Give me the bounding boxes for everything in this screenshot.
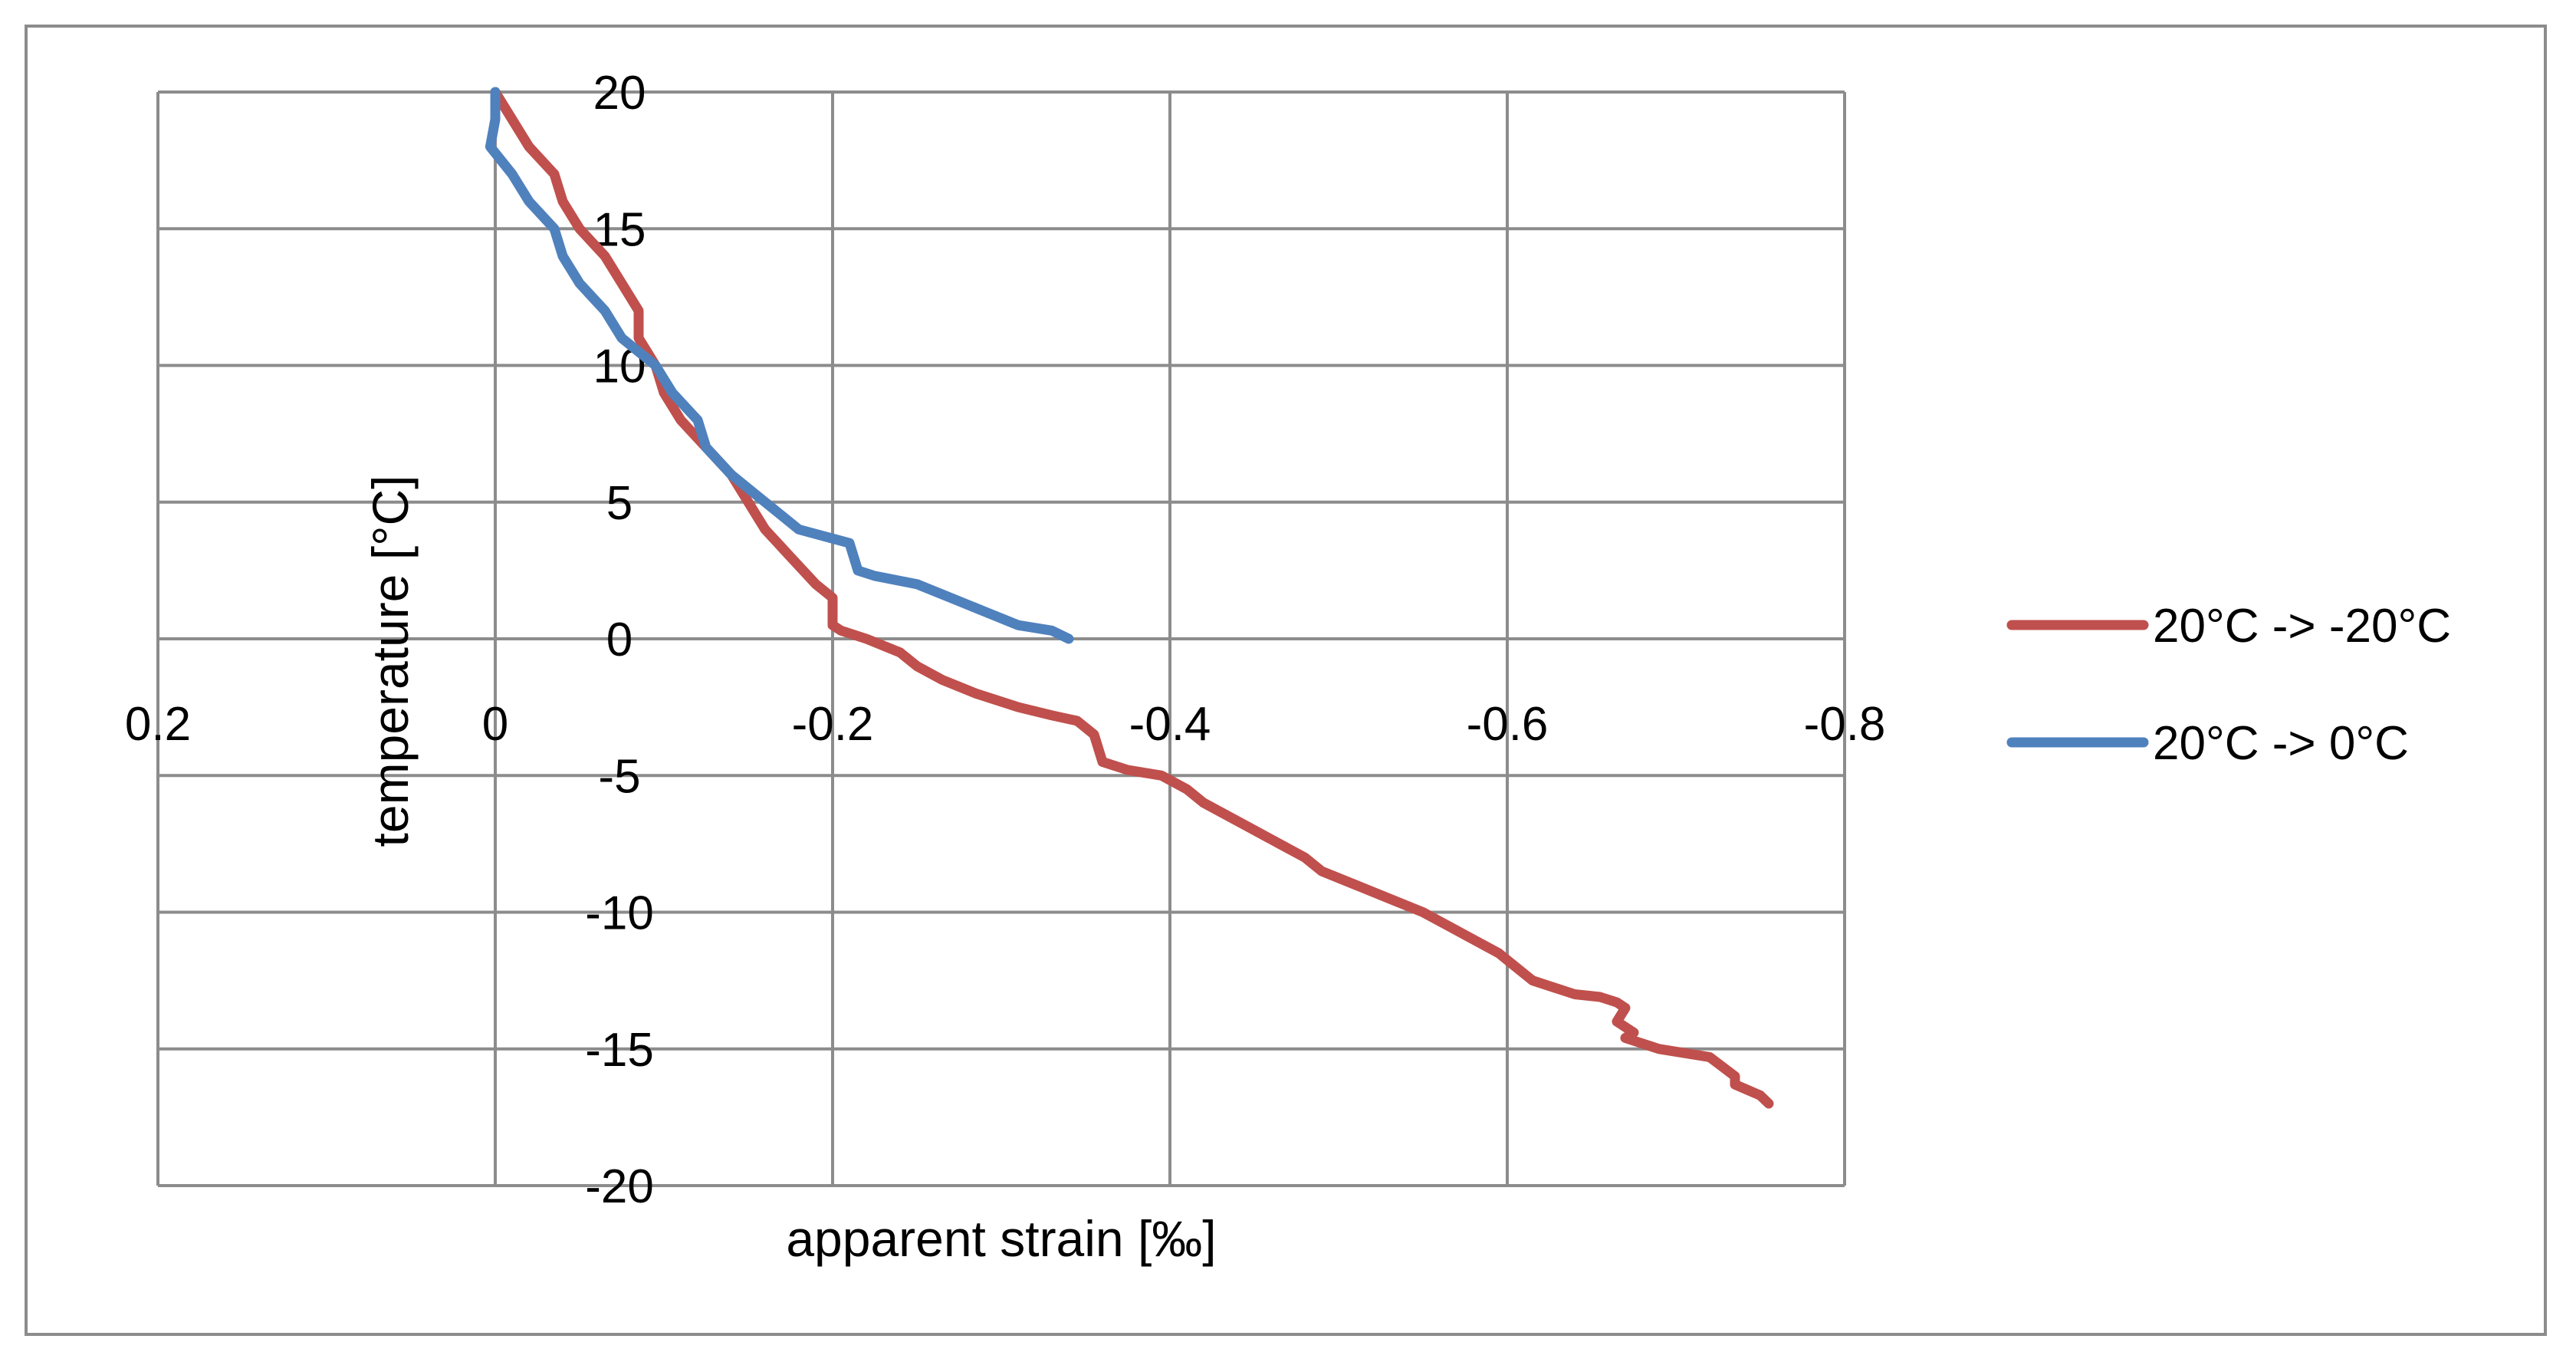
y-tick-label: 5 (606, 477, 632, 530)
x-tick-label: -0.6 (1467, 698, 1549, 751)
legend-label: 20°C -> -20°C (2153, 600, 2451, 653)
x-tick-label: -0.4 (1129, 698, 1211, 751)
grid (156, 90, 1846, 1187)
series-lines (485, 87, 1774, 1109)
y-tick-label: -15 (585, 1024, 654, 1077)
chart-frame (25, 25, 2547, 1336)
series-line-2 (485, 87, 1074, 644)
legend-entry: 20°C -> 0°C (2006, 717, 2409, 770)
legend-label: 20°C -> 0°C (2153, 717, 2409, 770)
y-tick-label: 20 (593, 67, 646, 120)
y-tick-label: 0 (606, 614, 632, 666)
x-tick-label: 0 (482, 698, 508, 751)
legend-entry: 20°C -> -20°C (2006, 600, 2451, 653)
y-tick-label: -5 (598, 750, 640, 803)
x-tick-label: 0.2 (125, 698, 191, 751)
x-tick-label: -0.8 (1804, 698, 1886, 751)
y-tick-label: -20 (585, 1160, 654, 1213)
x-axis-title: apparent strain [‰] (786, 1210, 1216, 1267)
x-tick-label: -0.2 (792, 698, 874, 751)
y-axis-title: temperature [°C] (362, 475, 419, 847)
x-axis-tick-labels: 0.2 0 -0.2 -0.4 -0.6 -0.8 (125, 698, 1886, 751)
series-line-1 (490, 87, 1774, 1109)
legend: 20°C -> -20°C 20°C -> 0°C (2006, 600, 2451, 770)
y-tick-label: -10 (585, 887, 654, 940)
